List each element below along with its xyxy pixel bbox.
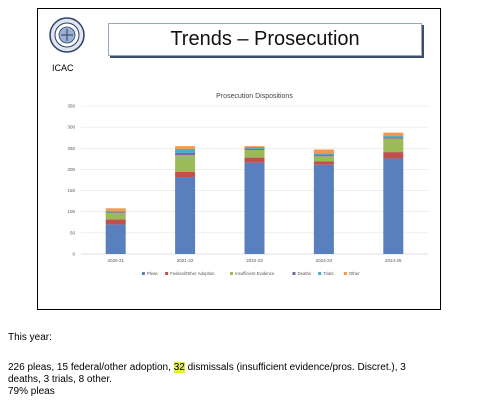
x-tick-label: 2020-21	[107, 258, 124, 263]
icac-seal-icon	[49, 17, 85, 53]
legend-swatch	[343, 272, 347, 275]
caption-highlight: 32	[173, 362, 185, 373]
legend-swatch	[230, 272, 234, 275]
bar-segment	[383, 137, 404, 139]
bar-segment	[383, 132, 404, 137]
bar-segment	[175, 148, 196, 153]
bar-segment	[383, 138, 404, 153]
caption-line-2: deaths, 3 trials, 8 other.	[8, 374, 112, 385]
legend-swatch	[141, 272, 145, 275]
legend-label: Federal/Other Adoption	[170, 271, 215, 276]
bar-segment	[313, 149, 334, 154]
bar-segment	[383, 152, 404, 159]
x-tick-label: 2023-24	[316, 258, 333, 263]
y-tick-label: 350	[67, 104, 75, 109]
y-tick-label: 0	[72, 252, 75, 257]
bar-segment	[244, 147, 265, 149]
y-tick-label: 50	[70, 230, 76, 235]
bar-segment	[313, 156, 334, 162]
y-tick-label: 150	[67, 188, 75, 193]
slide: ICAC Trends – Prosecution Prosecution Di…	[37, 8, 441, 310]
legend-swatch	[318, 272, 322, 275]
bar-segment	[313, 155, 334, 157]
chart-title: Prosecution Dispositions	[216, 93, 293, 100]
y-tick-label: 200	[67, 167, 75, 172]
legend-label: Insufficient Evidence	[235, 271, 275, 276]
caption-line-3: 79% pleas	[8, 386, 55, 397]
bar-segment	[244, 146, 265, 148]
bar-segment	[244, 149, 265, 158]
caption-line-1-post: dismissals (insufficient evidence/pros. …	[184, 362, 406, 373]
legend-swatch	[165, 272, 169, 275]
bar-segment	[313, 161, 334, 165]
y-tick-label: 100	[67, 209, 75, 214]
bar-segment	[175, 152, 196, 156]
bar-segment	[313, 164, 334, 254]
bar-segment	[383, 136, 404, 138]
legend-swatch	[292, 272, 296, 275]
bar-segment	[175, 155, 196, 172]
caption-line-1: 226 pleas, 15 federal/other adoption, 32…	[8, 362, 406, 374]
caption-heading: This year:	[8, 332, 52, 343]
bar-segment	[244, 157, 265, 163]
bar-segment	[383, 158, 404, 254]
y-tick-label: 250	[67, 146, 75, 151]
seal-label: ICAC	[52, 63, 74, 73]
x-tick-label: 2024-25	[385, 258, 402, 263]
legend-label: Pleas	[147, 271, 158, 276]
bar-segment	[175, 146, 196, 149]
bar-segment	[175, 177, 196, 254]
bar-segment	[313, 153, 334, 156]
bar-segment	[105, 224, 126, 254]
caption-line-1-pre: 226 pleas, 15 federal/other adoption,	[8, 362, 174, 373]
bar-segment	[105, 212, 126, 220]
bar-segment	[244, 148, 265, 150]
slide-title: Trends – Prosecution	[170, 28, 360, 50]
bar-segment	[105, 208, 126, 211]
bar-segment	[244, 162, 265, 254]
bar-segment	[105, 211, 126, 213]
title-box: Trends – Prosecution	[108, 23, 422, 56]
legend-label: Other	[349, 271, 360, 276]
legend-label: Trials	[323, 271, 333, 276]
bar-segment	[105, 210, 126, 212]
prosecution-dispositions-chart: Prosecution Dispositions 0 50 100 150 200 250 3…	[67, 93, 428, 276]
y-tick-label: 300	[67, 125, 75, 130]
x-tick-label: 2022-23	[246, 258, 263, 263]
bar-segment	[105, 219, 126, 225]
bar-segment	[175, 171, 196, 178]
legend-label: Deaths	[297, 271, 311, 276]
x-tick-label: 2021-22	[177, 258, 194, 263]
